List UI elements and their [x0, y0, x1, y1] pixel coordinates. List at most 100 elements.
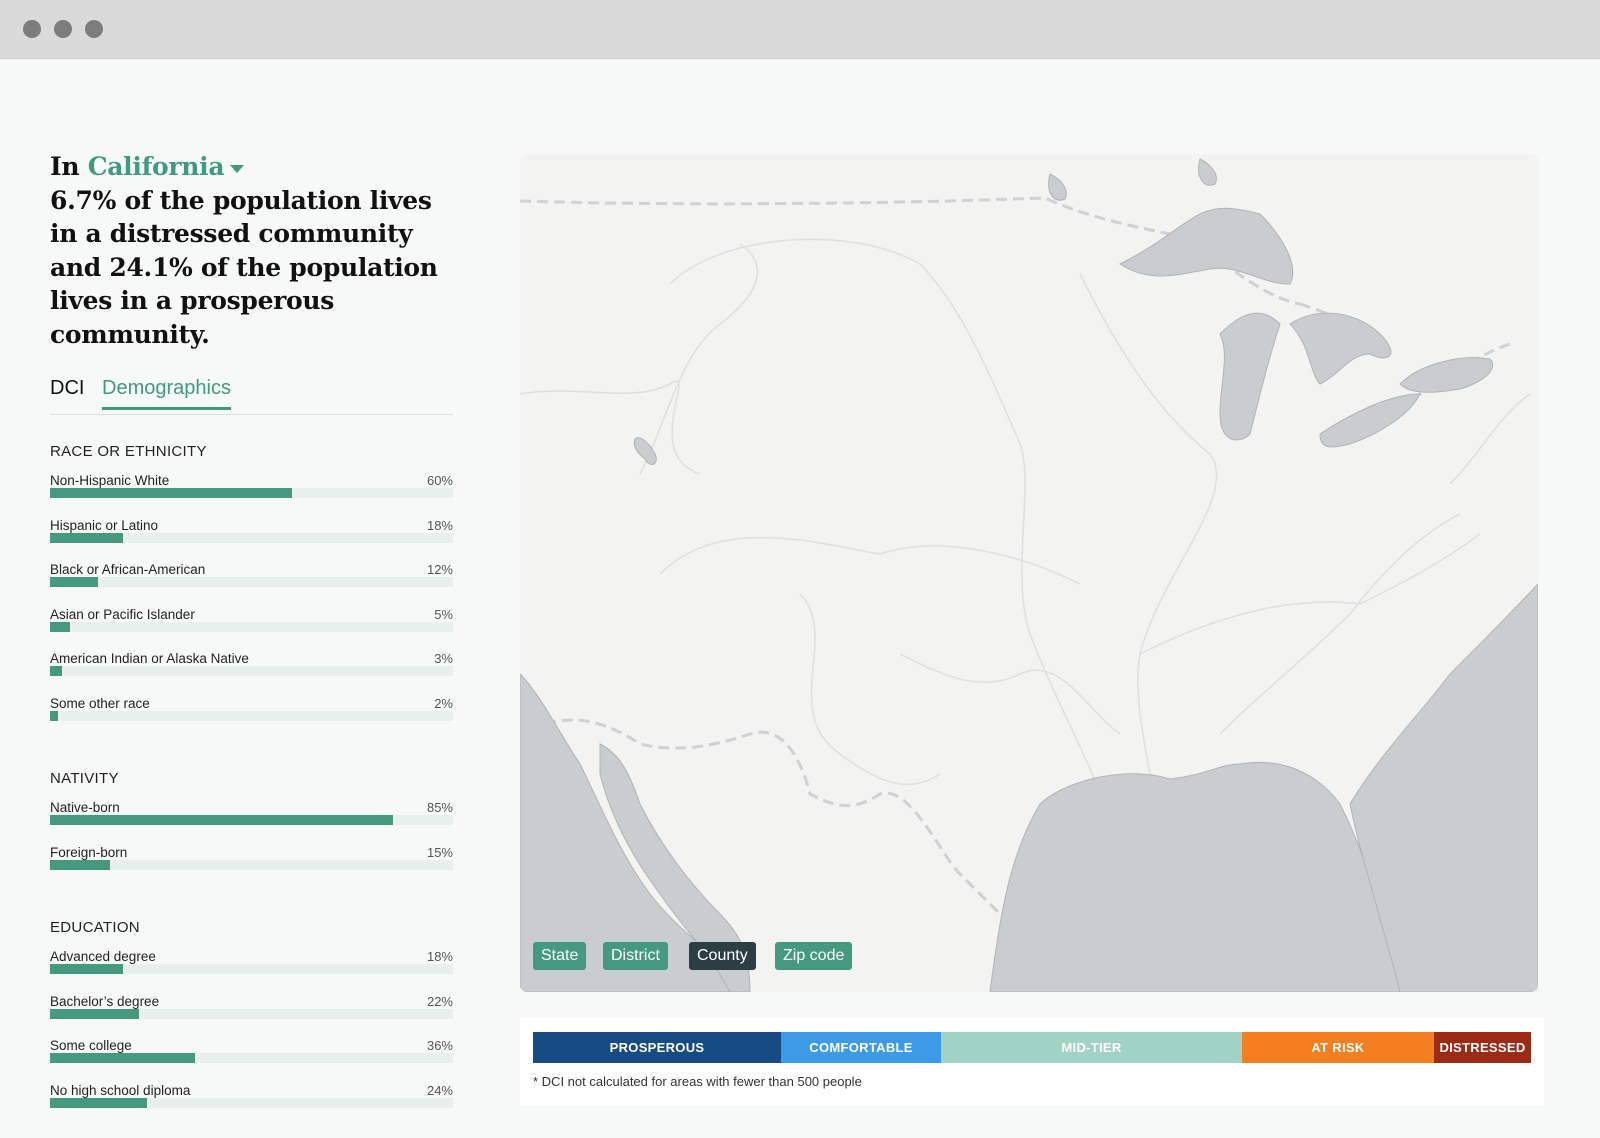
stat-bar-fill: [50, 710, 59, 721]
section-title-race: RACE OR ETHNICITY: [50, 443, 207, 460]
stat-percent: 5%: [434, 606, 453, 622]
river: [659, 536, 1081, 585]
stat-bar-track: [50, 577, 453, 587]
stat-label: No high school diploma: [50, 1082, 191, 1098]
legend-mid-tier: MID-TIER: [941, 1032, 1242, 1063]
dci-legend: PROSPEROUS COMFORTABLE MID-TIER AT RISK …: [520, 1018, 1544, 1106]
stat-bar-fill: [50, 815, 393, 825]
headline-summary: 6.7% of the population lives in a distre…: [50, 185, 438, 349]
stat-bar-fill: [50, 488, 292, 498]
river: [1139, 533, 1481, 655]
legend-footnote: * DCI not calculated for areas with fewe…: [533, 1074, 862, 1089]
stat-row: Native-born 85%: [50, 800, 453, 845]
level-button-state[interactable]: State: [533, 942, 587, 970]
stat-row: Black or African-American 12%: [50, 562, 453, 607]
stat-label: American Indian or Alaska Native: [50, 651, 249, 666]
section-title-nativity: NATIVITY: [50, 770, 119, 787]
stat-bar-track: [50, 964, 453, 974]
stat-label: Hispanic or Latino: [50, 517, 159, 533]
stat-bar-fill: [50, 964, 123, 974]
stat-bar-track: [50, 710, 453, 721]
stat-bar-track: [50, 532, 453, 543]
stat-row: Advanced degree 18%: [50, 949, 453, 994]
stat-bar-track: [50, 1053, 453, 1063]
stat-bar-fill: [50, 577, 99, 587]
stat-label: Asian or Pacific Islander: [50, 606, 195, 622]
level-button-district[interactable]: District: [603, 942, 668, 970]
mexico-border: [544, 718, 1002, 916]
legend-bar: PROSPEROUS COMFORTABLE MID-TIER AT RISK …: [533, 1032, 1531, 1063]
stat-bar-track: [50, 1097, 453, 1108]
legend-at-risk: AT RISK: [1242, 1032, 1434, 1063]
race-list: Non-Hispanic White 60% Hispanic or Latino 1…: [50, 473, 453, 740]
sidebar: In California 6.7% of the population liv…: [50, 150, 453, 1127]
stat-percent: 22%: [426, 993, 453, 1009]
legend-prosperous: PROSPEROUS: [533, 1032, 781, 1063]
lake-erie: [1319, 393, 1421, 448]
stat-label: Native-born: [50, 800, 120, 815]
river: [639, 243, 759, 475]
stat-row: Some other race 2%: [50, 696, 453, 741]
river: [669, 238, 1121, 855]
national-border: [520, 196, 1301, 306]
stat-bar-track: [50, 488, 453, 498]
stat-row: No high school diploma 24%: [50, 1083, 453, 1128]
legend-comfortable: COMFORTABLE: [781, 1032, 941, 1063]
stat-bar-track: [50, 621, 453, 632]
stat-label: Non-Hispanic White: [50, 473, 170, 488]
atlantic-ocean: [1349, 583, 1538, 992]
tab-bar: DCI Demographics: [50, 377, 453, 415]
gulf-of-mexico: [989, 761, 1401, 992]
stat-label: Black or African-American: [50, 562, 206, 577]
stat-percent: 36%: [426, 1038, 453, 1053]
us-map[interactable]: [520, 154, 1538, 992]
maximize-window-icon[interactable]: [85, 20, 103, 38]
lake-winnipeg: [1198, 158, 1217, 186]
level-button-county[interactable]: County: [689, 942, 756, 970]
stat-percent: 60%: [426, 473, 453, 488]
stat-percent: 3%: [434, 651, 453, 666]
headline: In California 6.7% of the population liv…: [50, 150, 453, 351]
stat-bar-fill: [50, 1053, 196, 1063]
lake-michigan: [1219, 312, 1281, 441]
stat-bar-fill: [50, 532, 123, 543]
region-dropdown-label[interactable]: California: [87, 152, 225, 181]
window-titlebar: [0, 0, 1600, 59]
river: [799, 593, 941, 786]
section-title-education: EDUCATION: [50, 919, 140, 936]
stat-row: American Indian or Alaska Native 3%: [50, 651, 453, 696]
region-dropdown[interactable]: California: [88, 152, 245, 181]
map-panel[interactable]: State District County Zip code: [520, 154, 1538, 992]
river: [1449, 393, 1531, 485]
stat-row: Foreign-born 15%: [50, 845, 453, 890]
stat-bar-track: [50, 815, 453, 825]
tab-dci[interactable]: DCI: [50, 377, 85, 399]
stat-row: Asian or Pacific Islander 5%: [50, 607, 453, 652]
headline-prefix: In: [50, 152, 80, 181]
stat-percent: 15%: [426, 844, 453, 860]
stat-label: Some other race: [50, 695, 150, 711]
level-button-zip-code[interactable]: Zip code: [775, 942, 853, 970]
river: [1219, 513, 1461, 735]
stat-bar-fill: [50, 1097, 147, 1108]
tab-demographics[interactable]: Demographics: [102, 377, 231, 410]
legend-distressed: DISTRESSED: [1434, 1032, 1531, 1063]
caret-down-icon[interactable]: [230, 164, 245, 173]
stat-row: Some college 36%: [50, 1038, 453, 1083]
stat-bar-fill: [50, 666, 63, 676]
stat-percent: 85%: [426, 800, 453, 815]
stat-bar-track: [50, 1008, 453, 1019]
close-window-icon[interactable]: [23, 20, 41, 38]
stat-bar-track: [50, 859, 453, 870]
stat-bar-track: [50, 666, 453, 676]
minimize-window-icon[interactable]: [54, 20, 72, 38]
stat-row: Bachelor’s degree 22%: [50, 994, 453, 1039]
stat-label: Foreign-born: [50, 844, 128, 860]
stat-percent: 2%: [434, 695, 453, 711]
stat-percent: 12%: [426, 562, 453, 577]
stat-row: Hispanic or Latino 18%: [50, 518, 453, 563]
education-list: Advanced degree 18% Bachelor’s degree 22% So…: [50, 949, 453, 1127]
stat-percent: 18%: [426, 517, 453, 533]
stat-percent: 18%: [426, 949, 453, 964]
stat-bar-fill: [50, 621, 71, 632]
